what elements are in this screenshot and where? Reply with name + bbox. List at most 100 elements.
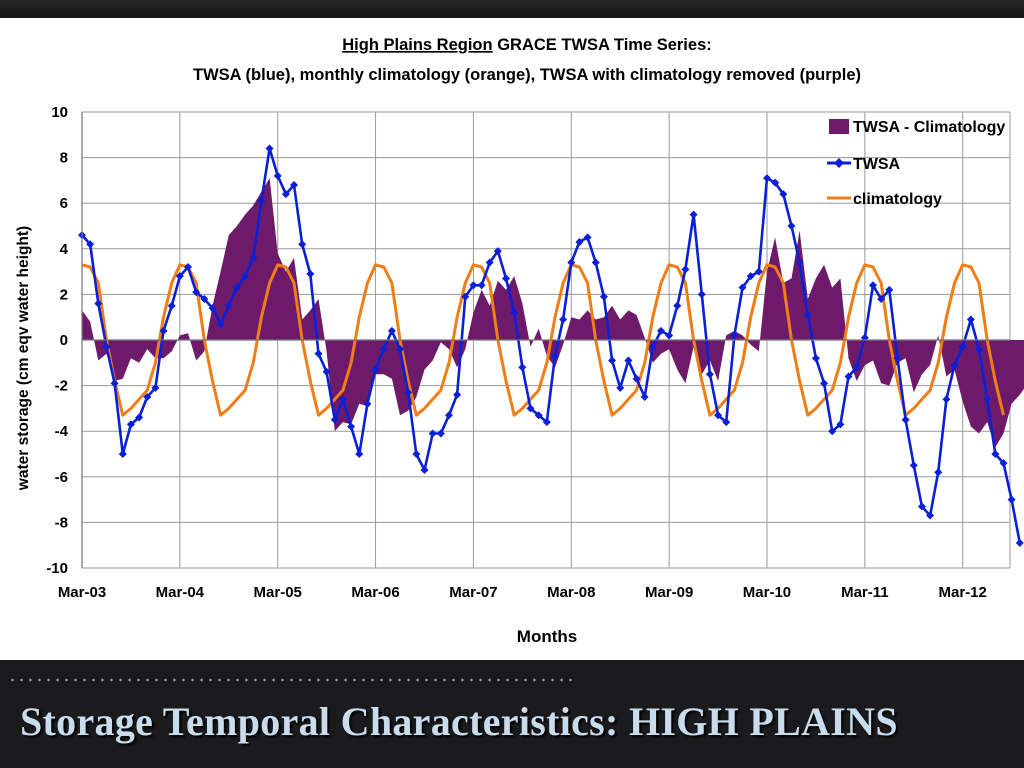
twsa-point	[412, 450, 421, 458]
climatology-line-layer	[81, 263, 1005, 417]
twsa-point	[86, 240, 95, 249]
x-tick-label: Mar-11	[841, 584, 889, 601]
twsa-point	[591, 258, 600, 267]
twsa-point	[885, 285, 894, 294]
twsa-point	[624, 356, 633, 365]
twsa-point	[665, 331, 674, 340]
twsa-point	[232, 283, 241, 292]
legend-marker-twsa	[834, 158, 844, 168]
twsa-point	[379, 345, 388, 354]
twsa-point	[322, 367, 331, 376]
twsa-point	[934, 468, 943, 477]
twsa-point	[444, 411, 453, 420]
anomaly-area-layer	[82, 178, 1024, 448]
twsa-point	[697, 290, 706, 299]
chart-panel: High Plains Region GRACE TWSA Time Serie…	[0, 18, 1024, 660]
twsa-point	[265, 144, 274, 153]
twsa-point	[102, 342, 111, 351]
twsa-point	[991, 450, 1000, 458]
twsa-point	[754, 267, 763, 276]
twsa-point	[673, 301, 682, 310]
twsa-point	[502, 274, 511, 283]
twsa-point	[852, 363, 861, 372]
twsa-point	[224, 301, 233, 310]
twsa-point	[485, 258, 494, 267]
chart: High Plains Region GRACE TWSA Time Serie…	[15, 36, 1024, 646]
twsa-point	[477, 281, 486, 290]
twsa-point	[705, 370, 714, 379]
twsa-point	[640, 393, 649, 401]
x-tick-label: Mar-04	[156, 584, 205, 601]
twsa-point	[534, 411, 543, 420]
twsa-point	[950, 361, 959, 370]
twsa-point	[159, 326, 168, 335]
climatology-line	[81, 263, 1005, 417]
twsa-point	[126, 420, 135, 429]
twsa-point	[583, 233, 592, 242]
twsa-point	[714, 411, 723, 420]
twsa-point	[975, 345, 984, 354]
chart-title-rest: GRACE TWSA Time Series:	[493, 36, 712, 54]
twsa-point	[249, 253, 258, 262]
twsa-point	[966, 315, 975, 324]
twsa-point	[836, 420, 845, 429]
twsa-point	[347, 422, 356, 431]
twsa-point	[493, 247, 502, 256]
y-tick-label: 4	[60, 241, 69, 258]
slide-title: Storage Temporal Characteristics: HIGH P…	[20, 699, 898, 744]
twsa-point	[330, 415, 339, 424]
twsa-point	[290, 180, 299, 189]
twsa-point	[746, 272, 755, 281]
twsa-point	[803, 310, 812, 319]
twsa-point	[762, 174, 771, 183]
twsa-point	[257, 196, 266, 205]
y-tick-label: -4	[55, 423, 69, 440]
twsa-point	[526, 404, 535, 413]
x-tick-label: Mar-10	[743, 584, 791, 601]
twsa-point	[404, 388, 413, 397]
twsa-point	[143, 393, 152, 401]
twsa-point	[1007, 495, 1016, 504]
twsa-point	[216, 320, 225, 329]
footer: Storage Temporal Characteristics: HIGH P…	[0, 660, 1024, 768]
y-tick-label: 6	[60, 195, 68, 212]
twsa-point	[901, 415, 910, 424]
legend: TWSA - Climatology TWSA climatology	[827, 119, 1005, 208]
x-tick-labels: Mar-03 Mar-04 Mar-05 Mar-06 Mar-07 Mar-08 Mar-…	[58, 584, 987, 601]
y-tick-label: -10	[46, 560, 68, 577]
chart-title-line-1: High Plains Region GRACE TWSA Time Serie…	[342, 36, 712, 54]
y-tick-label: -2	[55, 378, 68, 395]
twsa-point	[363, 399, 372, 408]
twsa-point	[135, 413, 144, 422]
x-axis-label: Months	[517, 627, 577, 646]
twsa-point	[469, 281, 478, 290]
top-bar	[0, 0, 1024, 18]
twsa-point	[771, 178, 780, 187]
twsa-point	[648, 342, 657, 351]
chart-title-line-2: TWSA (blue), monthly climatology (orange…	[193, 66, 861, 84]
twsa-point	[151, 383, 160, 392]
x-tick-label: Mar-08	[547, 584, 595, 601]
twsa-point	[371, 365, 380, 374]
twsa-point	[94, 299, 103, 308]
twsa-point	[461, 292, 470, 301]
twsa-point	[175, 272, 184, 281]
twsa-point	[917, 502, 926, 511]
y-tick-label: -6	[55, 469, 68, 486]
twsa-point	[942, 395, 951, 404]
twsa-point	[926, 511, 935, 520]
twsa-point	[510, 308, 519, 317]
twsa-point	[779, 190, 788, 199]
twsa-point	[306, 269, 315, 278]
y-tick-label: 2	[60, 286, 68, 303]
twsa-point	[355, 450, 364, 458]
twsa-point	[632, 374, 641, 383]
twsa-point	[387, 326, 396, 335]
chart-title-underlined: High Plains Region	[342, 36, 492, 54]
twsa-point	[616, 383, 625, 392]
x-tick-label: Mar-03	[58, 584, 106, 601]
twsa-point	[167, 301, 176, 310]
twsa-point	[689, 210, 698, 219]
twsa-point	[338, 395, 347, 404]
twsa-point	[298, 240, 307, 249]
